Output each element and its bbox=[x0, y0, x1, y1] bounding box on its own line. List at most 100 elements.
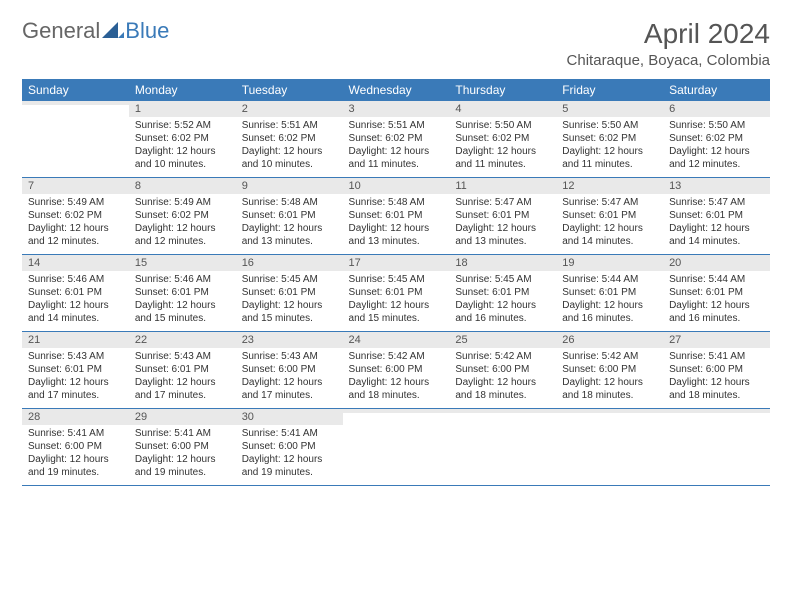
day-number: 6 bbox=[663, 101, 770, 117]
daylight-text: Daylight: 12 hours and 12 minutes. bbox=[28, 222, 123, 248]
calendar-cell: 15Sunrise: 5:46 AMSunset: 6:01 PMDayligh… bbox=[129, 255, 236, 332]
day-number: 25 bbox=[449, 332, 556, 348]
month-title: April 2024 bbox=[567, 18, 770, 50]
calendar-cell: 9Sunrise: 5:48 AMSunset: 6:01 PMDaylight… bbox=[236, 178, 343, 255]
calendar-cell: 13Sunrise: 5:47 AMSunset: 6:01 PMDayligh… bbox=[663, 178, 770, 255]
day-details: Sunrise: 5:42 AMSunset: 6:00 PMDaylight:… bbox=[449, 348, 556, 408]
day-details bbox=[343, 413, 450, 467]
sunset-text: Sunset: 6:01 PM bbox=[28, 363, 123, 376]
sunrise-text: Sunrise: 5:44 AM bbox=[562, 273, 657, 286]
sunset-text: Sunset: 6:01 PM bbox=[562, 286, 657, 299]
brand-sail-icon bbox=[102, 22, 124, 40]
daylight-text: Daylight: 12 hours and 17 minutes. bbox=[28, 376, 123, 402]
day-number: 29 bbox=[129, 409, 236, 425]
sunset-text: Sunset: 6:01 PM bbox=[669, 286, 764, 299]
day-number: 21 bbox=[22, 332, 129, 348]
day-number: 27 bbox=[663, 332, 770, 348]
calendar-cell: 5Sunrise: 5:50 AMSunset: 6:02 PMDaylight… bbox=[556, 101, 663, 178]
day-details: Sunrise: 5:41 AMSunset: 6:00 PMDaylight:… bbox=[22, 425, 129, 485]
day-details: Sunrise: 5:47 AMSunset: 6:01 PMDaylight:… bbox=[556, 194, 663, 254]
daylight-text: Daylight: 12 hours and 15 minutes. bbox=[242, 299, 337, 325]
day-details: Sunrise: 5:50 AMSunset: 6:02 PMDaylight:… bbox=[449, 117, 556, 177]
day-number: 8 bbox=[129, 178, 236, 194]
day-details: Sunrise: 5:45 AMSunset: 6:01 PMDaylight:… bbox=[449, 271, 556, 331]
sunset-text: Sunset: 6:02 PM bbox=[135, 132, 230, 145]
day-details: Sunrise: 5:49 AMSunset: 6:02 PMDaylight:… bbox=[22, 194, 129, 254]
sunset-text: Sunset: 6:01 PM bbox=[135, 363, 230, 376]
sunset-text: Sunset: 6:02 PM bbox=[669, 132, 764, 145]
sunset-text: Sunset: 6:01 PM bbox=[669, 209, 764, 222]
calendar-cell: 10Sunrise: 5:48 AMSunset: 6:01 PMDayligh… bbox=[343, 178, 450, 255]
day-details bbox=[449, 413, 556, 467]
sunrise-text: Sunrise: 5:41 AM bbox=[669, 350, 764, 363]
sunrise-text: Sunrise: 5:48 AM bbox=[349, 196, 444, 209]
day-details: Sunrise: 5:42 AMSunset: 6:00 PMDaylight:… bbox=[343, 348, 450, 408]
calendar-cell: 12Sunrise: 5:47 AMSunset: 6:01 PMDayligh… bbox=[556, 178, 663, 255]
day-details: Sunrise: 5:45 AMSunset: 6:01 PMDaylight:… bbox=[236, 271, 343, 331]
daylight-text: Daylight: 12 hours and 16 minutes. bbox=[562, 299, 657, 325]
calendar-cell bbox=[663, 409, 770, 486]
day-details: Sunrise: 5:46 AMSunset: 6:01 PMDaylight:… bbox=[22, 271, 129, 331]
calendar-cell bbox=[343, 409, 450, 486]
daylight-text: Daylight: 12 hours and 18 minutes. bbox=[455, 376, 550, 402]
sunrise-text: Sunrise: 5:42 AM bbox=[349, 350, 444, 363]
sunset-text: Sunset: 6:00 PM bbox=[28, 440, 123, 453]
day-details: Sunrise: 5:47 AMSunset: 6:01 PMDaylight:… bbox=[449, 194, 556, 254]
daylight-text: Daylight: 12 hours and 10 minutes. bbox=[135, 145, 230, 171]
sunrise-text: Sunrise: 5:51 AM bbox=[349, 119, 444, 132]
daylight-text: Daylight: 12 hours and 12 minutes. bbox=[669, 145, 764, 171]
day-details: Sunrise: 5:43 AMSunset: 6:01 PMDaylight:… bbox=[22, 348, 129, 408]
brand-part2: Blue bbox=[125, 18, 169, 44]
sunset-text: Sunset: 6:01 PM bbox=[349, 286, 444, 299]
daylight-text: Daylight: 12 hours and 18 minutes. bbox=[562, 376, 657, 402]
weekday-header: Sunday bbox=[22, 79, 129, 101]
day-number: 7 bbox=[22, 178, 129, 194]
sunrise-text: Sunrise: 5:50 AM bbox=[455, 119, 550, 132]
daylight-text: Daylight: 12 hours and 12 minutes. bbox=[135, 222, 230, 248]
location-subtitle: Chitaraque, Boyaca, Colombia bbox=[567, 52, 770, 69]
daylight-text: Daylight: 12 hours and 19 minutes. bbox=[242, 453, 337, 479]
calendar-cell: 1Sunrise: 5:52 AMSunset: 6:02 PMDaylight… bbox=[129, 101, 236, 178]
sunrise-text: Sunrise: 5:47 AM bbox=[562, 196, 657, 209]
sunrise-text: Sunrise: 5:50 AM bbox=[669, 119, 764, 132]
day-details: Sunrise: 5:48 AMSunset: 6:01 PMDaylight:… bbox=[343, 194, 450, 254]
day-number: 14 bbox=[22, 255, 129, 271]
daylight-text: Daylight: 12 hours and 19 minutes. bbox=[135, 453, 230, 479]
weekday-header-row: Sunday Monday Tuesday Wednesday Thursday… bbox=[22, 79, 770, 101]
sunrise-text: Sunrise: 5:44 AM bbox=[669, 273, 764, 286]
calendar-cell: 19Sunrise: 5:44 AMSunset: 6:01 PMDayligh… bbox=[556, 255, 663, 332]
day-number: 9 bbox=[236, 178, 343, 194]
daylight-text: Daylight: 12 hours and 16 minutes. bbox=[455, 299, 550, 325]
day-number: 17 bbox=[343, 255, 450, 271]
sunset-text: Sunset: 6:01 PM bbox=[455, 286, 550, 299]
calendar-cell: 23Sunrise: 5:43 AMSunset: 6:00 PMDayligh… bbox=[236, 332, 343, 409]
weekday-header: Tuesday bbox=[236, 79, 343, 101]
sunset-text: Sunset: 6:02 PM bbox=[135, 209, 230, 222]
day-details: Sunrise: 5:44 AMSunset: 6:01 PMDaylight:… bbox=[556, 271, 663, 331]
day-number: 28 bbox=[22, 409, 129, 425]
day-details: Sunrise: 5:52 AMSunset: 6:02 PMDaylight:… bbox=[129, 117, 236, 177]
day-details bbox=[22, 105, 129, 159]
daylight-text: Daylight: 12 hours and 19 minutes. bbox=[28, 453, 123, 479]
day-details: Sunrise: 5:41 AMSunset: 6:00 PMDaylight:… bbox=[129, 425, 236, 485]
day-number: 15 bbox=[129, 255, 236, 271]
sunrise-text: Sunrise: 5:43 AM bbox=[135, 350, 230, 363]
sunset-text: Sunset: 6:01 PM bbox=[455, 209, 550, 222]
day-details: Sunrise: 5:45 AMSunset: 6:01 PMDaylight:… bbox=[343, 271, 450, 331]
sunrise-text: Sunrise: 5:45 AM bbox=[242, 273, 337, 286]
sunset-text: Sunset: 6:02 PM bbox=[28, 209, 123, 222]
sunset-text: Sunset: 6:00 PM bbox=[135, 440, 230, 453]
day-details: Sunrise: 5:50 AMSunset: 6:02 PMDaylight:… bbox=[556, 117, 663, 177]
calendar-week-row: 28Sunrise: 5:41 AMSunset: 6:00 PMDayligh… bbox=[22, 409, 770, 486]
day-details bbox=[663, 413, 770, 467]
calendar-cell: 27Sunrise: 5:41 AMSunset: 6:00 PMDayligh… bbox=[663, 332, 770, 409]
sunset-text: Sunset: 6:02 PM bbox=[455, 132, 550, 145]
brand-part1: General bbox=[22, 18, 100, 44]
day-details bbox=[556, 413, 663, 467]
daylight-text: Daylight: 12 hours and 15 minutes. bbox=[135, 299, 230, 325]
calendar-week-row: 14Sunrise: 5:46 AMSunset: 6:01 PMDayligh… bbox=[22, 255, 770, 332]
day-number: 19 bbox=[556, 255, 663, 271]
calendar-cell: 8Sunrise: 5:49 AMSunset: 6:02 PMDaylight… bbox=[129, 178, 236, 255]
day-number: 20 bbox=[663, 255, 770, 271]
day-number: 11 bbox=[449, 178, 556, 194]
